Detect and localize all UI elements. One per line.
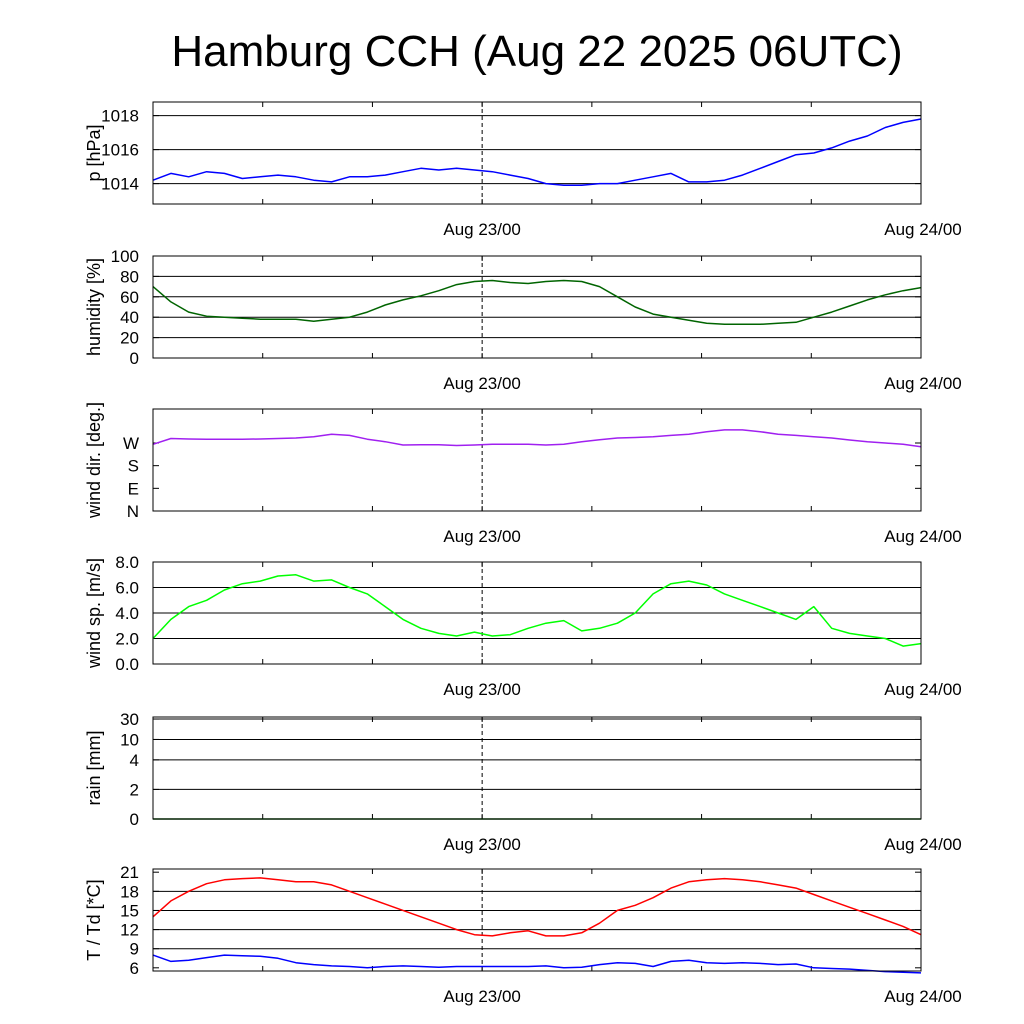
pressure-series-0-line (152, 118, 922, 187)
wind-speed-ytick-label-3: 6.0 (115, 579, 139, 598)
humidity-ytick-label-4: 80 (120, 267, 139, 286)
wind-speed-ytick-label-2: 4.0 (115, 604, 139, 623)
temperature-frame (152, 868, 922, 972)
temperature-series-0-line (152, 877, 922, 937)
rain-ytick-label-4: 30 (120, 710, 139, 729)
rain-frame (152, 716, 922, 820)
humidity-xlabel-aug24: Aug 24/00 (884, 374, 962, 393)
wind-speed-xlabel-aug23: Aug 23/00 (443, 680, 521, 699)
wind-dir-xlabel-aug24: Aug 24/00 (884, 527, 962, 546)
humidity-frame (152, 255, 922, 359)
rain-xlabel-aug23: Aug 23/00 (443, 835, 521, 854)
humidity-ytick-label-5: 100 (111, 247, 139, 266)
pressure-ylabel: p [hPa] (84, 124, 104, 181)
temperature-ytick-label-3: 15 (120, 901, 139, 920)
humidity-ytick-label-1: 20 (120, 329, 139, 348)
wind-dir-series-0-line (152, 429, 922, 448)
wind-dir-ytick-label-3: W (123, 434, 139, 453)
pressure-xlabel-aug23: Aug 23/00 (443, 220, 521, 239)
wind-dir-ylabel: wind dir. [deg.] (84, 402, 104, 519)
temperature-ytick-label-1: 9 (130, 940, 139, 959)
wind-speed-xlabel-aug24: Aug 24/00 (884, 680, 962, 699)
humidity-ylabel: humidity [%] (84, 258, 104, 356)
temperature-ytick-label-4: 18 (120, 882, 139, 901)
wind-dir-ytick-label-2: S (128, 457, 139, 476)
pressure-ytick-label-0: 1014 (101, 175, 139, 194)
wind-dir-ytick-label-0: N (127, 502, 139, 521)
wind-speed-series-0-line (152, 574, 922, 647)
temperature-xlabel-aug24: Aug 24/00 (884, 987, 962, 1006)
wind-speed-frame (152, 561, 922, 665)
wind-speed-ytick-label-4: 8.0 (115, 553, 139, 572)
rain-xlabel-aug24: Aug 24/00 (884, 835, 962, 854)
wind-dir-frame (152, 408, 922, 512)
rain-ylabel: rain [mm] (84, 730, 104, 805)
rain-ytick-label-2: 4 (130, 751, 139, 770)
pressure-ytick-label-1: 1016 (101, 141, 139, 160)
humidity-ytick-label-0: 0 (130, 349, 139, 368)
rain-ytick-label-3: 10 (120, 730, 139, 749)
pressure-ytick-label-2: 1018 (101, 107, 139, 126)
humidity-ytick-label-3: 60 (120, 288, 139, 307)
temperature-xlabel-aug23: Aug 23/00 (443, 987, 521, 1006)
rain-ytick-label-0: 0 (130, 810, 139, 829)
humidity-series-0-line (152, 279, 922, 326)
rain-ytick-label-1: 2 (130, 780, 139, 799)
temperature-ytick-label-5: 21 (120, 863, 139, 882)
temperature-series-1-line (152, 954, 922, 974)
pressure-frame (152, 101, 922, 205)
wind-speed-ytick-label-0: 0.0 (115, 655, 139, 674)
chart-title: Hamburg CCH (Aug 22 2025 06UTC) (171, 27, 902, 76)
humidity-ytick-label-2: 40 (120, 308, 139, 327)
wind-speed-ylabel: wind sp. [m/s] (84, 558, 104, 669)
temperature-ytick-label-2: 12 (120, 921, 139, 940)
temperature-ylabel: T / Td [*C] (84, 879, 104, 960)
pressure-xlabel-aug24: Aug 24/00 (884, 220, 962, 239)
humidity-xlabel-aug23: Aug 23/00 (443, 374, 521, 393)
wind-dir-xlabel-aug23: Aug 23/00 (443, 527, 521, 546)
wind-dir-ytick-label-1: E (128, 479, 139, 498)
temperature-ytick-label-0: 6 (130, 959, 139, 978)
wind-speed-ytick-label-1: 2.0 (115, 630, 139, 649)
